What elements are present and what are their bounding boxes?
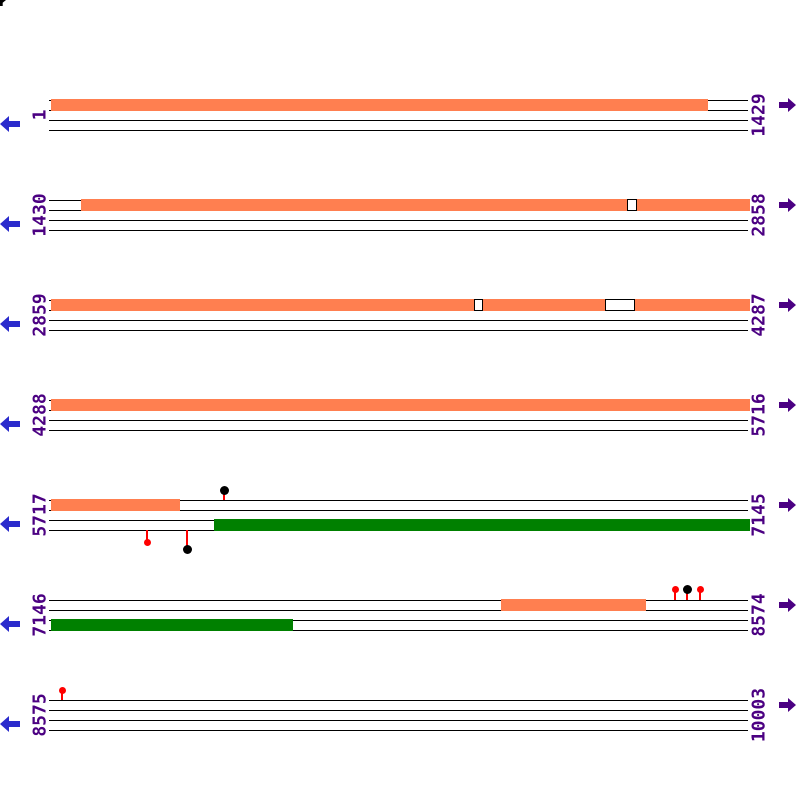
start-position-label: 2859 — [29, 293, 51, 337]
right-strand-arrow-icon[interactable] — [779, 698, 796, 712]
frame-line — [49, 700, 748, 701]
frame-line — [49, 720, 748, 721]
end-position-label: 8574 — [748, 593, 770, 637]
end-position-label: 7145 — [748, 493, 770, 537]
forward-strand-bar — [51, 299, 750, 311]
left-strand-arrow-icon[interactable] — [0, 116, 20, 132]
right-strand-arrow-icon[interactable] — [779, 98, 796, 112]
black-marker-dot — [682, 584, 692, 594]
forward-strand-bar — [81, 199, 750, 211]
end-position-label: 4287 — [748, 293, 770, 337]
frame-line — [49, 220, 748, 221]
start-position-label: 1 — [29, 109, 51, 121]
left-strand-arrow-icon[interactable] — [0, 716, 20, 732]
marker-stem — [699, 592, 701, 600]
right-strand-arrow-icon[interactable] — [779, 198, 796, 212]
black-marker-dot — [182, 544, 192, 554]
forward-strand-bar — [501, 599, 646, 611]
frame-line — [49, 320, 748, 321]
right-strand-arrow-icon[interactable] — [779, 498, 796, 512]
end-position-label: 1429 — [748, 93, 770, 137]
frame-line — [49, 230, 748, 231]
forward-strand-bar — [51, 399, 750, 411]
right-strand-arrow-icon[interactable] — [779, 398, 796, 412]
bar-gap-box — [627, 199, 637, 211]
frame-line — [49, 510, 748, 511]
frame-line — [49, 430, 748, 431]
frame-line — [49, 420, 748, 421]
marker-stem — [686, 592, 688, 600]
marker-stem — [61, 693, 63, 700]
red-marker-dot — [143, 538, 151, 546]
end-position-label: 5716 — [748, 393, 770, 437]
left-strand-arrow-icon[interactable] — [0, 316, 20, 332]
left-strand-arrow-icon[interactable] — [0, 516, 20, 532]
forward-strand-bar — [51, 99, 708, 111]
marker-stem — [146, 530, 148, 540]
marker-stem — [223, 493, 225, 500]
start-position-label: 8575 — [29, 693, 51, 737]
frame-line — [49, 620, 748, 621]
black-marker-dot — [219, 485, 229, 495]
frame-line — [49, 730, 748, 731]
reverse-strand-bar — [51, 619, 293, 631]
frame-line — [49, 130, 748, 131]
marker-stem — [186, 530, 188, 546]
right-strand-arrow-icon[interactable] — [779, 298, 796, 312]
frame-line — [49, 610, 748, 611]
end-position-label: 10003 — [748, 687, 770, 743]
left-strand-arrow-icon[interactable] — [0, 216, 20, 232]
reverse-strand-bar — [214, 519, 750, 531]
end-position-label: 2858 — [748, 193, 770, 237]
red-marker-dot — [696, 585, 704, 593]
red-marker-dot — [58, 686, 66, 694]
start-position-label: 5717 — [29, 493, 51, 537]
frame-line — [49, 630, 748, 631]
right-strand-arrow-icon[interactable] — [779, 598, 796, 612]
frame-line — [49, 120, 748, 121]
left-strand-arrow-icon[interactable] — [0, 416, 20, 432]
forward-strand-bar — [51, 499, 180, 511]
corner-mark — [0, 0, 6, 6]
left-strand-arrow-icon[interactable] — [0, 616, 20, 632]
start-position-label: 1430 — [29, 193, 51, 237]
frame-line — [49, 330, 748, 331]
frame-line — [49, 600, 748, 601]
red-marker-dot — [671, 585, 679, 593]
frame-line — [49, 500, 748, 501]
marker-stem — [674, 592, 676, 600]
bar-gap-box — [605, 299, 635, 311]
bar-gap-box — [474, 299, 483, 311]
start-position-label: 4288 — [29, 393, 51, 437]
start-position-label: 7146 — [29, 593, 51, 637]
frame-line — [49, 710, 748, 711]
